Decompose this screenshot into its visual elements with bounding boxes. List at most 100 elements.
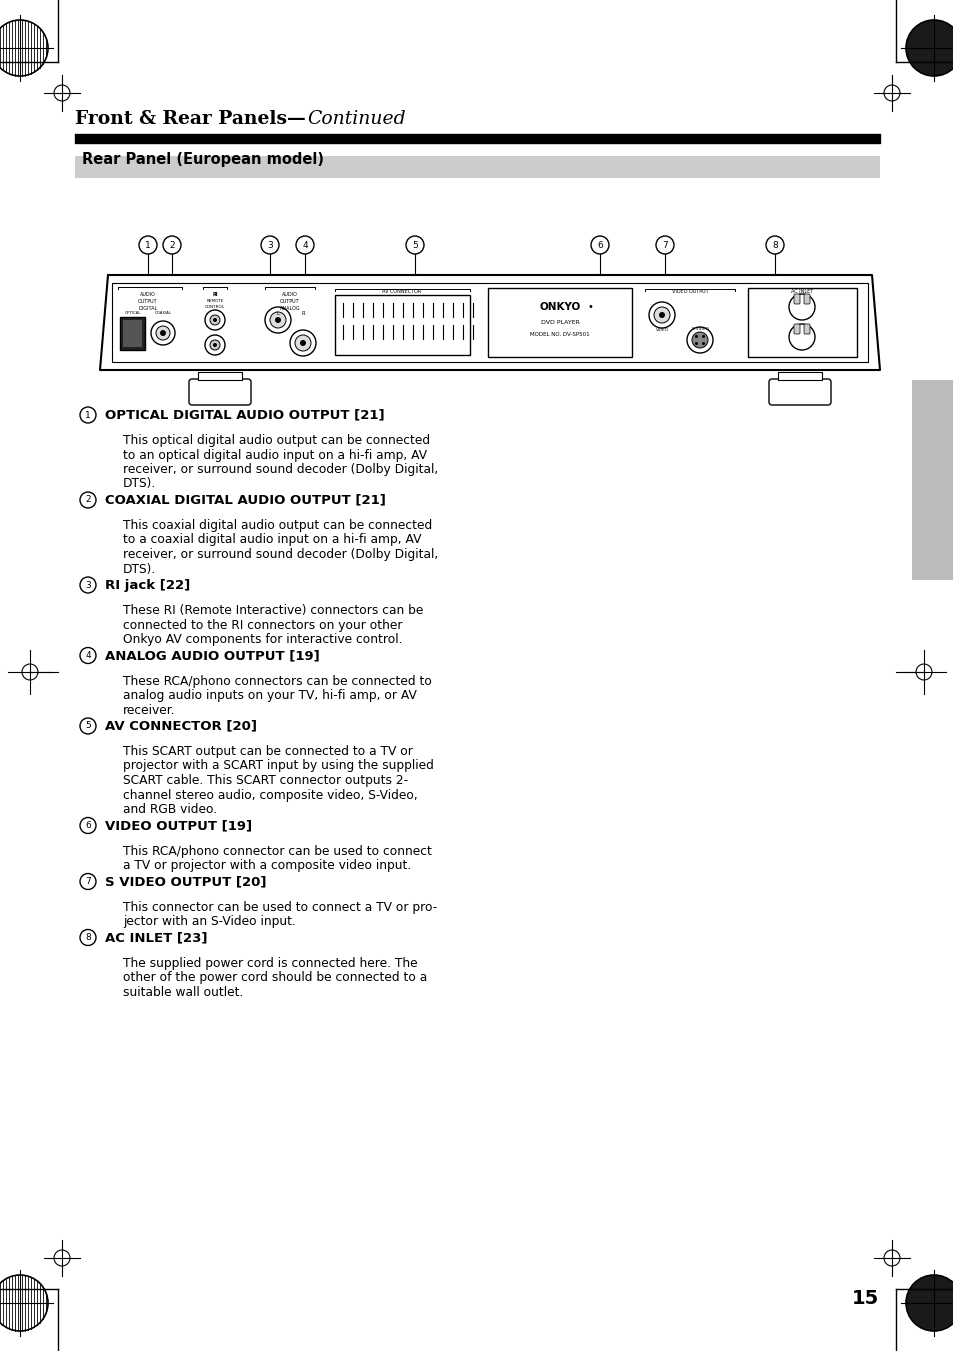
Circle shape [765, 236, 783, 254]
Text: RI jack [22]: RI jack [22] [105, 578, 190, 592]
Text: 15: 15 [851, 1289, 878, 1309]
Circle shape [294, 335, 311, 351]
Text: DIGITAL: DIGITAL [138, 305, 157, 311]
Circle shape [80, 717, 96, 734]
Circle shape [265, 307, 291, 332]
Circle shape [290, 330, 315, 357]
Circle shape [213, 343, 216, 347]
FancyBboxPatch shape [793, 295, 800, 304]
Circle shape [163, 236, 181, 254]
Text: analog audio inputs on your TV, hi-fi amp, or AV: analog audio inputs on your TV, hi-fi am… [123, 689, 416, 703]
Circle shape [205, 335, 225, 355]
Circle shape [694, 335, 698, 338]
Text: 1: 1 [145, 240, 151, 250]
Text: other of the power cord should be connected to a: other of the power cord should be connec… [123, 971, 427, 984]
Circle shape [656, 236, 673, 254]
Circle shape [80, 577, 96, 593]
Text: receiver, or surround sound decoder (Dolby Digital,: receiver, or surround sound decoder (Dol… [123, 463, 437, 476]
Text: channel stereo audio, composite video, S-Video,: channel stereo audio, composite video, S… [123, 789, 417, 801]
Text: receiver, or surround sound decoder (Dolby Digital,: receiver, or surround sound decoder (Dol… [123, 549, 437, 561]
Circle shape [80, 929, 96, 946]
Text: ANALOG: ANALOG [279, 305, 300, 311]
Text: 3: 3 [267, 240, 273, 250]
Circle shape [299, 340, 306, 346]
Circle shape [406, 236, 423, 254]
Text: DVD PLAYER: DVD PLAYER [540, 320, 578, 326]
Text: 2: 2 [85, 496, 91, 504]
Text: Rear Panel (European model): Rear Panel (European model) [82, 153, 324, 168]
Text: OUTPUT: OUTPUT [280, 299, 299, 304]
Circle shape [261, 236, 278, 254]
Circle shape [80, 407, 96, 423]
Text: COAXIAL DIGITAL AUDIO OUTPUT [21]: COAXIAL DIGITAL AUDIO OUTPUT [21] [105, 493, 385, 507]
Text: suitable wall outlet.: suitable wall outlet. [123, 985, 243, 998]
Circle shape [659, 312, 664, 317]
Text: CONTROL: CONTROL [205, 305, 225, 309]
FancyBboxPatch shape [778, 372, 821, 380]
Text: This coaxial digital audio output can be connected: This coaxial digital audio output can be… [123, 519, 432, 532]
Text: AUDIO: AUDIO [282, 292, 297, 297]
Text: receiver.: receiver. [123, 704, 175, 716]
Circle shape [686, 327, 712, 353]
Text: L: L [276, 311, 279, 316]
Circle shape [139, 236, 157, 254]
Circle shape [205, 309, 225, 330]
Text: SCART cable. This SCART connector outputs 2-: SCART cable. This SCART connector output… [123, 774, 408, 788]
Circle shape [274, 317, 281, 323]
Text: connected to the RI connectors on your other: connected to the RI connectors on your o… [123, 619, 402, 631]
Text: S VIDEO: S VIDEO [691, 327, 708, 331]
FancyBboxPatch shape [911, 380, 953, 580]
Text: VIDEO OUTPUT: VIDEO OUTPUT [671, 289, 707, 295]
Text: to a coaxial digital audio input on a hi-fi amp, AV: to a coaxial digital audio input on a hi… [123, 534, 421, 547]
Text: R: R [301, 311, 305, 316]
Text: AC INLET [23]: AC INLET [23] [105, 931, 208, 944]
Text: jector with an S-Video input.: jector with an S-Video input. [123, 915, 295, 928]
Circle shape [151, 322, 174, 345]
Text: •: • [586, 303, 593, 312]
Text: 3: 3 [85, 581, 91, 589]
Text: This SCART output can be connected to a TV or: This SCART output can be connected to a … [123, 744, 413, 758]
Circle shape [80, 647, 96, 663]
Text: S VIDEO OUTPUT [20]: S VIDEO OUTPUT [20] [105, 875, 266, 888]
Circle shape [80, 817, 96, 834]
Circle shape [156, 326, 170, 340]
FancyBboxPatch shape [123, 320, 142, 347]
Text: 6: 6 [85, 821, 91, 830]
Text: ANALOG AUDIO OUTPUT [19]: ANALOG AUDIO OUTPUT [19] [105, 648, 319, 662]
Text: Continued: Continued [307, 109, 405, 128]
Text: 8: 8 [771, 240, 777, 250]
FancyBboxPatch shape [793, 324, 800, 334]
FancyBboxPatch shape [803, 295, 809, 304]
Circle shape [905, 20, 953, 76]
Circle shape [701, 342, 704, 345]
Text: AV CONNECTOR [20]: AV CONNECTOR [20] [105, 720, 256, 732]
Text: This RCA/phono connector can be used to connect: This RCA/phono connector can be used to … [123, 844, 432, 858]
Text: 6: 6 [597, 240, 602, 250]
Circle shape [213, 317, 216, 322]
Text: This optical digital audio output can be connected: This optical digital audio output can be… [123, 434, 430, 447]
Text: a TV or projector with a composite video input.: a TV or projector with a composite video… [123, 859, 411, 871]
Text: DTS).: DTS). [123, 477, 156, 490]
Circle shape [295, 236, 314, 254]
Circle shape [80, 492, 96, 508]
FancyBboxPatch shape [120, 317, 145, 350]
Polygon shape [100, 276, 879, 370]
FancyBboxPatch shape [803, 324, 809, 334]
Circle shape [210, 315, 220, 326]
Text: VIDEO: VIDEO [655, 328, 668, 332]
Circle shape [694, 342, 698, 345]
Circle shape [270, 312, 286, 328]
Circle shape [80, 874, 96, 889]
Circle shape [788, 295, 814, 320]
Text: This connector can be used to connect a TV or pro-: This connector can be used to connect a … [123, 901, 436, 913]
FancyBboxPatch shape [488, 288, 631, 357]
Text: DTS).: DTS). [123, 562, 156, 576]
FancyBboxPatch shape [75, 155, 879, 178]
Text: and RGB video.: and RGB video. [123, 802, 217, 816]
Text: projector with a SCART input by using the supplied: projector with a SCART input by using th… [123, 759, 434, 773]
Circle shape [788, 324, 814, 350]
Text: OPTICAL DIGITAL AUDIO OUTPUT [21]: OPTICAL DIGITAL AUDIO OUTPUT [21] [105, 408, 384, 422]
Text: COAXIAL: COAXIAL [154, 311, 172, 315]
FancyBboxPatch shape [112, 282, 867, 362]
Text: These RCA/phono connectors can be connected to: These RCA/phono connectors can be connec… [123, 674, 432, 688]
